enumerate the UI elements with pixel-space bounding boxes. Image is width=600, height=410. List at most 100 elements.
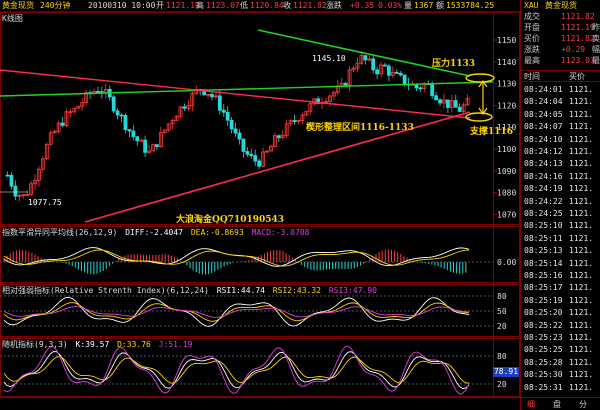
candle-up [44, 143, 49, 160]
candle-up [40, 158, 45, 170]
candle-up [72, 107, 77, 113]
candle-down [229, 119, 234, 130]
candle-down [225, 111, 230, 121]
rsi2-value: 43.32 [296, 286, 321, 295]
macd-dea-value: -0.8693 [210, 228, 244, 237]
quote-row-extra: 幅 [592, 45, 600, 54]
panel-tab[interactable]: 盘 [553, 400, 561, 409]
ts-header-time: 时间 [524, 72, 540, 81]
candle-up [304, 110, 309, 116]
ts-price: 1121. [569, 295, 594, 305]
quote-row-value: 1121.82 [561, 34, 595, 43]
time-sales-row[interactable]: 08:24:10 1121. [521, 134, 600, 146]
time-sales-row[interactable]: 08:25:14 1121. [521, 258, 600, 270]
time-sales-row[interactable]: 08:24:22 1121. [521, 196, 600, 208]
ts-time: 08:24:07 [524, 122, 563, 132]
time-sales-row[interactable]: 08:25:13 1121. [521, 245, 600, 257]
time-sales-row[interactable]: 08:25:17 1121. [521, 282, 600, 294]
time-sales-row[interactable]: 08:24:01 1121. [521, 84, 600, 96]
quote-row: 成交 1121.82 [521, 11, 600, 22]
ts-time: 08:24:12 [524, 147, 563, 156]
candle-up [351, 67, 356, 71]
candle-down [253, 155, 258, 162]
macd-panel-frame [0, 226, 520, 283]
kdj-header[interactable]: 随机指标(9,3,3) K:39.57 D:33.76 J:51.19 [2, 340, 192, 350]
candle-down [5, 174, 10, 177]
time-sales-row[interactable]: 08:25:28 1121. [521, 357, 600, 369]
candle-up [56, 122, 61, 132]
rsi-axis-label: 80 [497, 292, 507, 301]
rsi1-label: RSI1: [216, 286, 241, 295]
candle-up [186, 104, 191, 109]
candle-up [170, 120, 175, 125]
time-sales-row[interactable]: 08:25:10 1121. [521, 220, 600, 232]
macd-axis-label: 0.00 [497, 258, 516, 267]
support-label: 支撑1116 [470, 127, 514, 137]
ts-time: 08:25:10 [524, 221, 563, 231]
candle-down [316, 98, 321, 104]
time-sales-row[interactable]: 08:25:23 1121. [521, 332, 600, 344]
ts-time: 08:25:28 [524, 357, 563, 367]
kdj-params: (9,3,3) [34, 340, 68, 349]
ts-time: 08:25:25 [524, 345, 563, 355]
time-sales-row[interactable]: 08:25:31 1121. [521, 382, 600, 394]
macd-header[interactable]: 指数平滑异同平均线(26,12,9) DIFF:-2.4047 DEA:-0.8… [2, 228, 309, 238]
time-sales-row[interactable]: 08:24:19 1121. [521, 183, 600, 195]
time-sales-row[interactable]: 08:24:04 1121. [521, 96, 600, 108]
candle-up [147, 150, 151, 153]
time-sales-row[interactable]: 08:24:25 1121. [521, 208, 600, 220]
price-axis-label: 1150 [497, 36, 516, 45]
panel-tab[interactable]: 分 [579, 400, 587, 409]
price-axis-label: 1110 [497, 123, 516, 132]
descending-red-line [0, 69, 471, 119]
time-sales-row[interactable]: 08:25:30 1121. [521, 369, 600, 381]
time-sales-row[interactable]: 08:25:11 1121. [521, 233, 600, 245]
time-sales-row[interactable]: 08:24:13 1121. [521, 158, 600, 170]
ts-time: 08:24:05 [524, 109, 563, 119]
time-sales-row[interactable]: 08:25:16 1121. [521, 270, 600, 282]
time-sales-row[interactable]: 08:25:20 1121. [521, 307, 600, 319]
volume-label: 量 [404, 1, 412, 10]
price-axis-label: 1090 [497, 167, 516, 176]
time-sales-row[interactable]: 08:25:22 1121. [521, 320, 600, 332]
ts-price: 1121. [569, 370, 594, 380]
open-label: 开 [156, 1, 164, 10]
candle-down [155, 144, 159, 148]
candle-down [438, 99, 442, 104]
time-sales-row[interactable]: 08:25:19 1121. [521, 295, 600, 307]
macd-dea-label: DEA: [190, 228, 211, 237]
kdj-k-label: K: [75, 340, 86, 349]
rsi1-line [3, 296, 470, 327]
candle-up [449, 100, 454, 108]
ts-price: 1121. [569, 171, 594, 181]
time-sales-row[interactable]: 08:24:07 1121. [521, 121, 600, 133]
quote-row: 买价 1121.82 卖 [521, 33, 600, 44]
ts-price: 1121. [569, 109, 594, 119]
time-sales-header: 时间 买价 [521, 70, 600, 82]
time-sales-row[interactable]: 08:24:16 1121. [521, 171, 600, 183]
candle-down [233, 128, 238, 134]
candle-down [257, 160, 262, 167]
candle-up [272, 135, 277, 147]
support-ellipse [465, 112, 493, 122]
price-chart[interactable]: 1150 1140 1130 1120 1110 1100 1090 1080 1070 0.00… [0, 0, 520, 410]
quote-panel-tabs: 细盘分 [521, 397, 600, 410]
ts-price: 1121. [569, 357, 594, 367]
kdj-j-line [3, 345, 470, 395]
chart-period[interactable]: 240分钟 [40, 1, 71, 10]
kdj-j-value: 51.19 [168, 340, 193, 349]
ts-price: 1121. [569, 283, 594, 293]
kline-panel-label[interactable]: K线图 [2, 14, 23, 23]
panel-tab[interactable]: 细 [527, 400, 535, 409]
resistance-label: 压力1133 [432, 59, 476, 69]
change-label: 涨跌 [326, 1, 342, 10]
candle-up [17, 194, 22, 197]
rsi-header[interactable]: 相对强弱指标(Relative Strenth Index)(6,12,24) … [2, 286, 377, 296]
candle-down [446, 99, 450, 108]
time-sales-row[interactable]: 08:25:25 1121. [521, 344, 600, 356]
candle-down [363, 55, 368, 61]
time-sales-row[interactable]: 08:24:05 1121. [521, 109, 600, 121]
time-sales-row[interactable]: 08:24:12 1121. [521, 146, 600, 158]
range-arrow-up [478, 79, 488, 88]
candle-up [64, 111, 69, 126]
